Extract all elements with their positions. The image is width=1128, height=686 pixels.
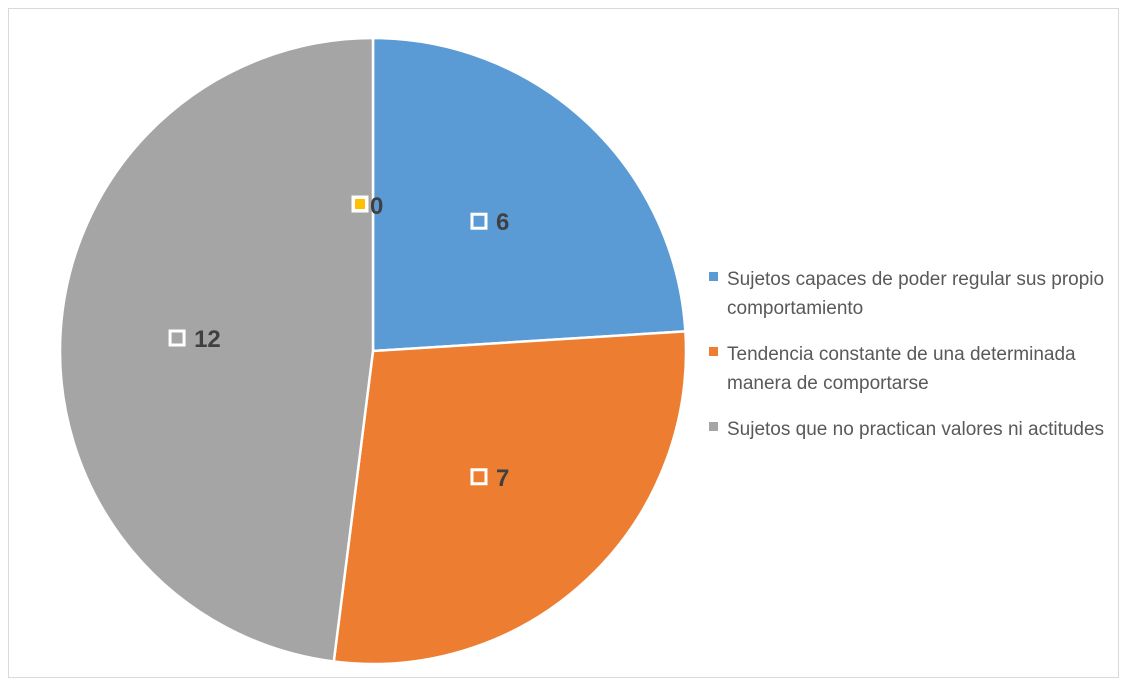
chart-area: 6 7 12 0 Sujetos capaces de poder regular s…	[8, 8, 1119, 678]
legend-item-2: Tendencia constante de una determinada m…	[709, 340, 1114, 398]
data-label-1: 6	[496, 209, 509, 236]
legend-label-3: Sujetos que no practican valores ni acti…	[727, 419, 1105, 440]
data-label-2: 7	[496, 465, 509, 492]
pie-slices	[58, 36, 688, 666]
legend-swatch-2	[709, 347, 718, 356]
data-label-marker-inner-4	[355, 199, 365, 210]
pie-slice-2	[332, 330, 688, 666]
legend-label-1: Sujetos capaces de poder regular sus pro…	[727, 269, 1105, 319]
data-label-marker-3	[168, 329, 186, 347]
pie-chart: 6 7 12 0	[58, 36, 688, 666]
legend-swatch-3	[709, 422, 718, 431]
data-label-marker-1	[470, 212, 488, 230]
data-label-4: 0	[370, 193, 383, 220]
pie-data-labels: 6 7 12 0	[168, 193, 509, 492]
pie-slice-1	[371, 36, 687, 353]
legend-swatch-1	[709, 272, 718, 281]
data-label-marker-2	[470, 468, 488, 486]
legend: Sujetos capaces de poder regular sus pro…	[709, 265, 1114, 461]
data-label-3: 12	[194, 326, 221, 353]
legend-item-3: Sujetos que no practican valores ni acti…	[709, 415, 1114, 444]
pie-slice-3	[58, 36, 375, 663]
legend-item-1: Sujetos capaces de poder regular sus pro…	[709, 265, 1114, 323]
legend-label-2: Tendencia constante de una determinada m…	[727, 344, 1076, 394]
